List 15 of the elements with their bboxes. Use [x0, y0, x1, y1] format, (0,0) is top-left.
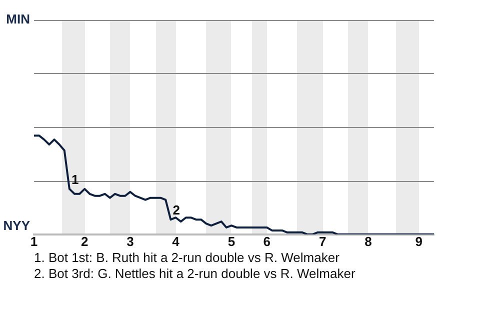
text: MIN	[6, 12, 30, 27]
x-tick-label: 3	[126, 234, 134, 249]
annotation: 1	[71, 172, 79, 188]
x-tick-label: 7	[318, 234, 326, 249]
annotation: 2	[172, 202, 180, 218]
text: 1. Bot 1st: B. Ruth hit a 2-run double vs R. Welmaker	[34, 250, 340, 266]
x-tick-label: 8	[364, 234, 372, 249]
x-tick-label: 9	[415, 234, 422, 249]
x-tick-label: 6	[263, 234, 271, 249]
x-tick-label: 5	[228, 234, 236, 249]
text: NYY	[3, 218, 30, 233]
text: 2. Bot 3rd: G. Nettles hit a 2-run double vs R. Welmaker	[34, 266, 356, 282]
x-tick-label: 1	[30, 234, 38, 249]
x-tick-label: 4	[172, 234, 180, 249]
x-tick-label: 2	[81, 234, 88, 249]
